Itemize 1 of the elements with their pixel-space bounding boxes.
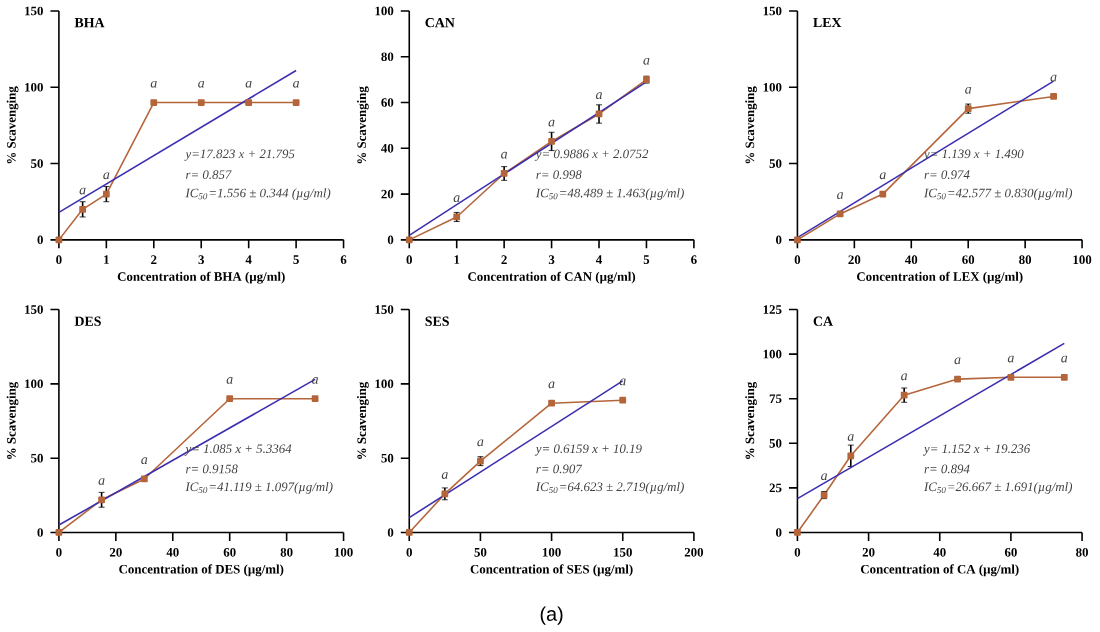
text: (a) <box>540 606 563 626</box>
